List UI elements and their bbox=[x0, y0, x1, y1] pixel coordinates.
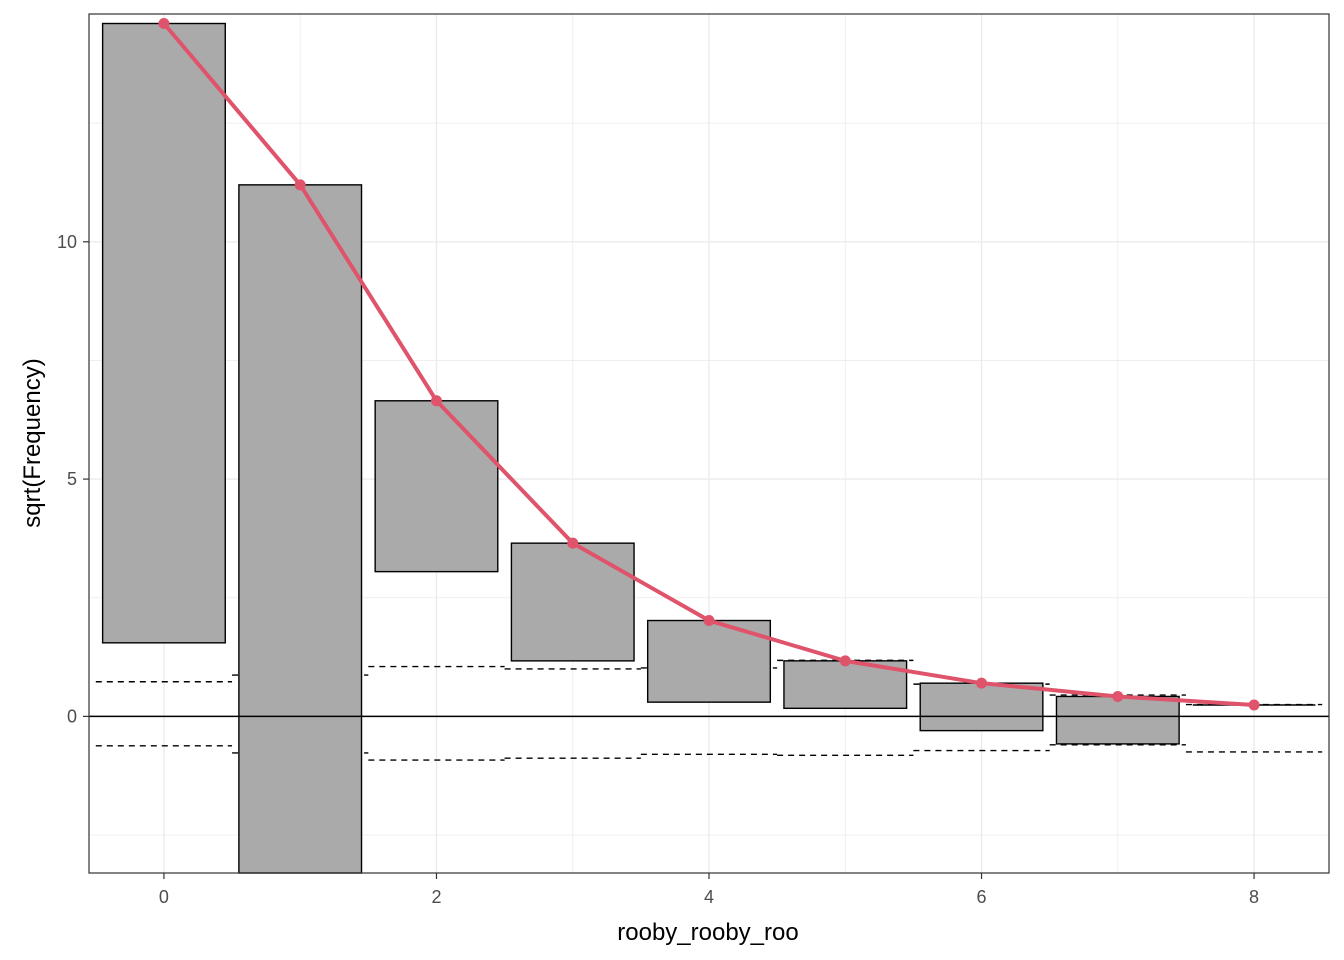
y-tick-label: 0 bbox=[67, 706, 77, 726]
bar bbox=[919, 682, 1044, 732]
y-tick-label: 10 bbox=[57, 232, 77, 252]
y-axis-ticks: 0 5 10 bbox=[57, 232, 89, 726]
expected-frequency-line bbox=[158, 17, 1260, 711]
x-tick-label: 6 bbox=[977, 887, 987, 907]
x-tick-label: 0 bbox=[159, 887, 169, 907]
y-tick-label: 5 bbox=[67, 469, 77, 489]
x-tick-label: 4 bbox=[704, 887, 714, 907]
expected-point bbox=[1248, 699, 1260, 711]
expected-point bbox=[158, 17, 170, 29]
expected-point bbox=[703, 615, 715, 627]
bar bbox=[238, 184, 363, 874]
bar bbox=[101, 22, 226, 644]
bar bbox=[374, 400, 499, 573]
x-axis-title: rooby_rooby_roo bbox=[617, 919, 798, 946]
x-tick-label: 2 bbox=[431, 887, 441, 907]
expected-point bbox=[976, 677, 988, 689]
bar bbox=[510, 542, 635, 662]
expected-point bbox=[567, 537, 579, 549]
bar bbox=[1055, 695, 1180, 745]
y-axis-title: sqrt(Frequency) bbox=[19, 358, 46, 527]
x-axis-ticks: 0 2 4 6 8 bbox=[159, 873, 1259, 907]
expected-point bbox=[294, 179, 306, 191]
expected-point bbox=[1112, 690, 1124, 702]
expected-point bbox=[430, 395, 442, 407]
expected-point bbox=[839, 655, 851, 667]
x-tick-label: 8 bbox=[1249, 887, 1259, 907]
hanging-bars bbox=[101, 22, 1316, 874]
